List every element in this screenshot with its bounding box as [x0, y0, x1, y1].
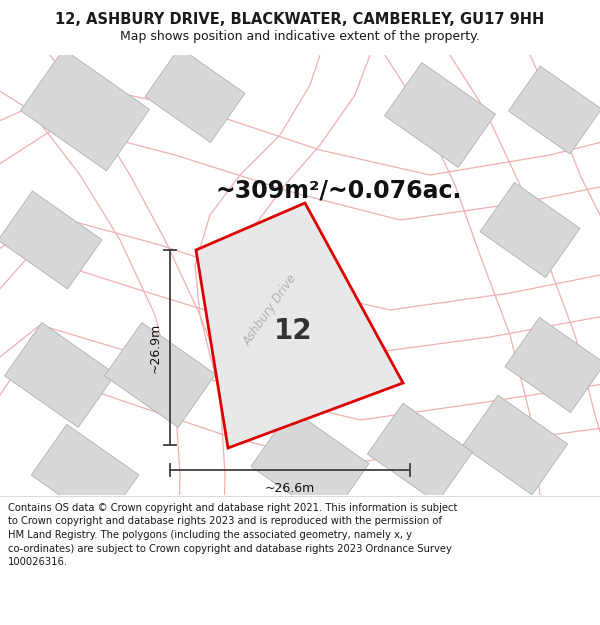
- Polygon shape: [505, 318, 600, 412]
- Polygon shape: [20, 49, 149, 171]
- Polygon shape: [4, 322, 116, 428]
- Text: 12: 12: [274, 317, 313, 345]
- Text: ~26.6m: ~26.6m: [265, 482, 315, 495]
- Text: HM Land Registry. The polygons (including the associated geometry, namely x, y: HM Land Registry. The polygons (includin…: [8, 530, 412, 540]
- Polygon shape: [509, 66, 600, 154]
- Text: 100026316.: 100026316.: [8, 557, 68, 567]
- Polygon shape: [196, 203, 403, 448]
- Polygon shape: [480, 182, 580, 278]
- Text: 12, ASHBURY DRIVE, BLACKWATER, CAMBERLEY, GU17 9HH: 12, ASHBURY DRIVE, BLACKWATER, CAMBERLEY…: [55, 12, 545, 27]
- Text: ~26.9m: ~26.9m: [149, 322, 162, 372]
- Text: Ashbury Drive: Ashbury Drive: [241, 272, 299, 348]
- Polygon shape: [251, 409, 369, 521]
- Polygon shape: [145, 48, 245, 142]
- Text: to Crown copyright and database rights 2023 and is reproduced with the permissio: to Crown copyright and database rights 2…: [8, 516, 442, 526]
- Polygon shape: [104, 322, 215, 428]
- Text: co-ordinates) are subject to Crown copyright and database rights 2023 Ordnance S: co-ordinates) are subject to Crown copyr…: [8, 544, 452, 554]
- Text: Contains OS data © Crown copyright and database right 2021. This information is : Contains OS data © Crown copyright and d…: [8, 503, 457, 513]
- Polygon shape: [31, 424, 139, 526]
- Text: ~309m²/~0.076ac.: ~309m²/~0.076ac.: [215, 178, 461, 202]
- Polygon shape: [367, 403, 473, 502]
- Polygon shape: [385, 62, 496, 168]
- Polygon shape: [463, 395, 568, 495]
- Text: Map shows position and indicative extent of the property.: Map shows position and indicative extent…: [120, 30, 480, 43]
- Polygon shape: [0, 191, 102, 289]
